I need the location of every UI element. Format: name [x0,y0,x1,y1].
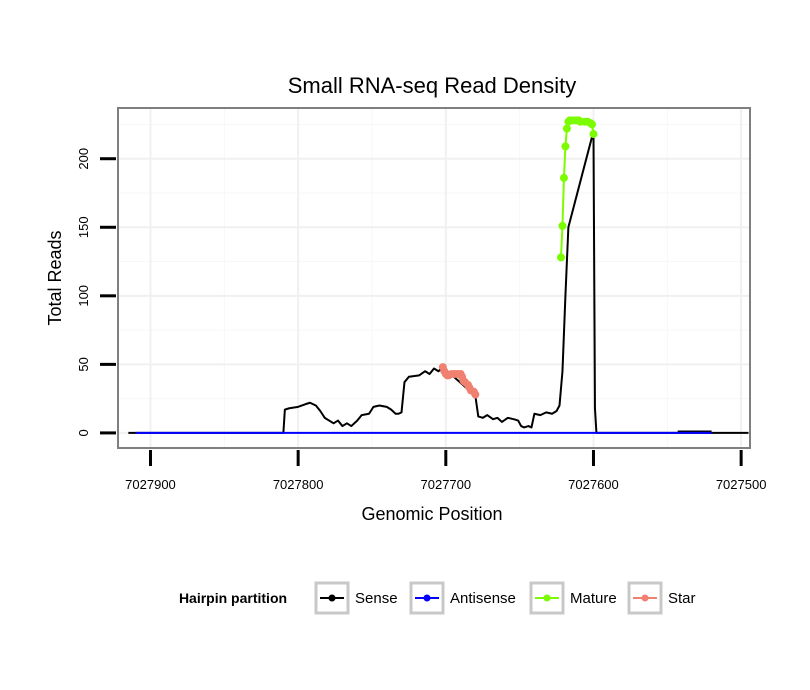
x-tick-label: 7027600 [568,477,619,492]
legend-item-star: Star [627,581,696,615]
y-tick-label: 0 [76,429,91,436]
chart-title: Small RNA-seq Read Density [288,73,577,98]
legend-items: Sense Antisense Mature Star [314,581,696,615]
legend-label-sense: Sense [355,590,398,607]
series-star [438,363,480,399]
plot-border [117,107,751,449]
data-point-star [471,390,480,399]
legend-dot-star [641,594,649,602]
data-point-mature [558,221,567,230]
legend-dot-sense [328,594,336,602]
x-tick-label: 7027800 [273,477,324,492]
data-point-mature [556,253,565,262]
series-line-sense [128,130,749,434]
y-axis: 0 50 100 150 200 [76,148,116,437]
legend-title: Hairpin partition [179,590,287,606]
series-mature [556,116,598,262]
x-axis: 7027900 7027800 7027700 7027600 7027500 [125,450,766,492]
data-point-mature [559,173,568,182]
legend-dot-mature [543,594,551,602]
legend-item-mature: Mature [529,581,617,615]
legend-label-antisense: Antisense [450,590,516,607]
series-layer [128,116,749,434]
plot-area [117,107,751,449]
data-point-mature [589,130,598,139]
legend: Hairpin partition Sense Antisense Mature St… [179,581,696,615]
y-tick-label: 100 [76,285,91,307]
series-sense [128,130,749,434]
y-tick-label: 200 [76,148,91,170]
x-axis-title: Genomic Position [361,504,502,524]
legend-dot-antisense [423,594,431,602]
plot-background [118,108,750,448]
x-tick-label: 7027700 [421,477,472,492]
legend-label-star: Star [668,590,696,607]
y-axis-title: Total Reads [45,230,65,325]
y-tick-label: 150 [76,216,91,238]
data-point-mature [588,120,596,129]
legend-item-antisense: Antisense [409,581,516,615]
legend-label-mature: Mature [570,590,617,607]
legend-item-sense: Sense [314,581,398,615]
data-point-mature [561,142,570,151]
data-point-mature [562,124,571,133]
x-tick-label: 7027900 [125,477,176,492]
y-tick-label: 50 [76,357,91,371]
x-tick-label: 7027500 [716,477,767,492]
